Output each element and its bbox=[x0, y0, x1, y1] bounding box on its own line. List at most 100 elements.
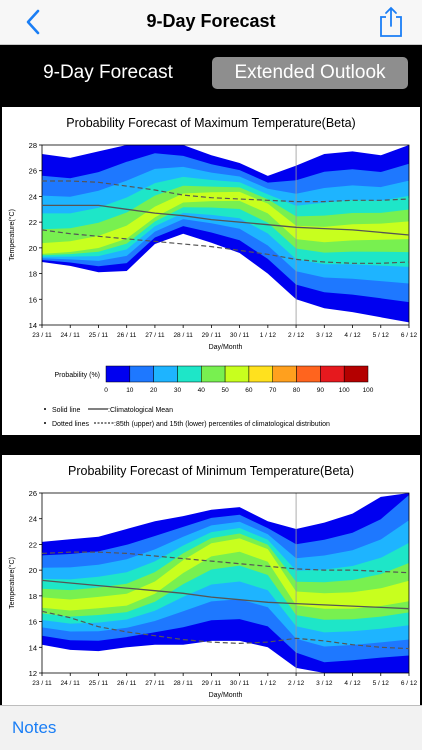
y-tick-label: 18 bbox=[29, 270, 37, 279]
x-tick-label: 4 / 12 bbox=[344, 332, 361, 339]
x-tick-label: 2 / 12 bbox=[288, 332, 305, 339]
x-tick-label: 30 / 11 bbox=[230, 680, 250, 687]
legend-solid-desc: :Climatological Mean bbox=[108, 407, 173, 414]
legend-tick-label: 90 bbox=[317, 387, 325, 394]
notes-button[interactable]: Notes bbox=[12, 718, 57, 737]
x-axis-label: Day/Month bbox=[209, 344, 243, 351]
max-temperature-panel: Probability Forecast of Maximum Temperat… bbox=[2, 107, 420, 435]
y-tick-label: 24 bbox=[29, 515, 37, 524]
band-50-60 bbox=[42, 191, 409, 254]
p15-line bbox=[41, 610, 410, 650]
x-tick-label: 23 / 11 bbox=[32, 680, 52, 687]
y-tick-label: 20 bbox=[29, 244, 37, 253]
legend-swatch bbox=[248, 365, 273, 383]
x-tick-label: 2 / 12 bbox=[288, 680, 305, 687]
p85-line bbox=[41, 551, 410, 574]
legend-label: Probability (%) bbox=[54, 372, 100, 379]
legend-swatch bbox=[320, 365, 345, 383]
x-tick-label: 24 / 11 bbox=[61, 680, 81, 687]
chart-title: Probability Forecast of Maximum Temperat… bbox=[66, 116, 356, 130]
x-tick-label: 29 / 11 bbox=[202, 680, 222, 687]
x-tick-label: 25 / 11 bbox=[89, 332, 109, 339]
y-tick-label: 24 bbox=[29, 192, 37, 201]
x-axis-label: Day/Month bbox=[209, 692, 243, 699]
y-tick-label: 28 bbox=[29, 141, 37, 150]
y-tick-label: 20 bbox=[29, 566, 37, 575]
legend-swatch bbox=[343, 365, 369, 383]
band-50-60 bbox=[42, 538, 409, 611]
x-tick-label: 4 / 12 bbox=[344, 680, 361, 687]
x-tick-label: 28 / 11 bbox=[173, 332, 193, 339]
climatological-mean-line bbox=[42, 204, 410, 236]
bullet bbox=[44, 422, 46, 424]
legend-tick-label: 70 bbox=[269, 387, 277, 394]
legend-tick-label: 30 bbox=[174, 387, 182, 394]
y-tick-label: 18 bbox=[29, 592, 37, 601]
chart-title: Probability Forecast of Minimum Temperat… bbox=[68, 464, 354, 478]
x-tick-label: 1 / 12 bbox=[260, 332, 277, 339]
x-tick-label: 27 / 11 bbox=[145, 680, 165, 687]
y-tick-label: 26 bbox=[29, 489, 37, 498]
legend-swatch bbox=[153, 365, 178, 383]
legend-swatch bbox=[105, 365, 131, 383]
legend-tick-label: 50 bbox=[221, 387, 229, 394]
p85-line bbox=[42, 180, 410, 203]
navigation-bar: 9-Day Forecast bbox=[0, 0, 422, 45]
x-tick-label: 5 / 12 bbox=[373, 332, 390, 339]
legend-tick-label: 100 bbox=[339, 387, 350, 394]
x-tick-label: 28 / 11 bbox=[173, 680, 193, 687]
legend-swatch bbox=[272, 365, 297, 383]
legend-swatch bbox=[296, 365, 321, 383]
bottom-toolbar: Notes bbox=[0, 705, 422, 750]
x-tick-label: 1 / 12 bbox=[260, 680, 277, 687]
y-tick-label: 22 bbox=[29, 540, 37, 549]
y-axis-label: Temperature(°C) bbox=[8, 209, 16, 261]
x-tick-label: 26 / 11 bbox=[117, 332, 137, 339]
x-tick-label: 6 / 12 bbox=[401, 332, 418, 339]
y-tick-label: 14 bbox=[29, 643, 37, 652]
y-tick-label: 16 bbox=[29, 295, 37, 304]
x-tick-label: 3 / 12 bbox=[316, 332, 333, 339]
legend-tick-label: 10 bbox=[126, 387, 134, 394]
legend-swatch bbox=[224, 365, 250, 383]
climatological-mean-line bbox=[41, 579, 410, 610]
legend-solid-term: Solid line bbox=[52, 407, 81, 414]
legend-tick-label: 80 bbox=[293, 387, 301, 394]
min-temperature-panel: Probability Forecast of Minimum Temperat… bbox=[2, 455, 420, 705]
legend-swatch bbox=[129, 365, 154, 383]
min-temperature-chart: 12 14 16 18 20 22 24 26 23 / 11 24 / 11 25 / 11 26 … bbox=[8, 489, 418, 699]
x-tick-label: 29 / 11 bbox=[202, 332, 222, 339]
x-tick-label: 27 / 11 bbox=[145, 332, 165, 339]
legend-swatch bbox=[201, 365, 226, 383]
tab-extended-outlook[interactable]: Extended Outlook bbox=[212, 57, 408, 89]
x-tick-label: 5 / 12 bbox=[373, 680, 390, 687]
legend-tick-label: 40 bbox=[198, 387, 206, 394]
x-tick-label: 25 / 11 bbox=[89, 680, 109, 687]
x-tick-label: 6 / 12 bbox=[401, 680, 418, 687]
plot-frame bbox=[41, 492, 410, 674]
x-tick-label: 23 / 11 bbox=[32, 332, 52, 339]
x-tick-label: 30 / 11 bbox=[230, 332, 250, 339]
y-tick-label: 12 bbox=[29, 669, 37, 678]
legend-tick-label: 100 bbox=[363, 387, 374, 394]
x-tick-label: 3 / 12 bbox=[316, 680, 333, 687]
legend-tick-label: 60 bbox=[245, 387, 253, 394]
p15-line bbox=[41, 229, 410, 264]
share-icon[interactable] bbox=[378, 6, 404, 38]
plot-frame bbox=[41, 144, 410, 326]
y-tick-label: 22 bbox=[29, 218, 37, 227]
max-temperature-chart: 14 16 18 20 22 24 26 28 23 / 11 24 / 11 25 / 11 26 … bbox=[8, 141, 418, 428]
y-tick-label: 26 bbox=[29, 167, 37, 176]
legend-swatch bbox=[177, 365, 202, 383]
bullet bbox=[44, 408, 46, 410]
legend-tick-label: 0 bbox=[104, 387, 108, 394]
legend-dotted-desc: :85th (upper) and 15th (lower) percentil… bbox=[114, 421, 330, 428]
y-axis-label: Temperature(°C) bbox=[8, 557, 16, 609]
chevron-left-icon[interactable] bbox=[22, 8, 46, 36]
tab-9-day-forecast[interactable]: 9-Day Forecast bbox=[43, 62, 173, 83]
y-tick-label: 14 bbox=[29, 321, 37, 330]
page-title: 9-Day Forecast bbox=[146, 11, 276, 31]
segmented-control: 9-Day Forecast Extended Outlook bbox=[0, 45, 422, 103]
legend-tick-label: 20 bbox=[150, 387, 158, 394]
y-tick-label: 16 bbox=[29, 618, 37, 627]
